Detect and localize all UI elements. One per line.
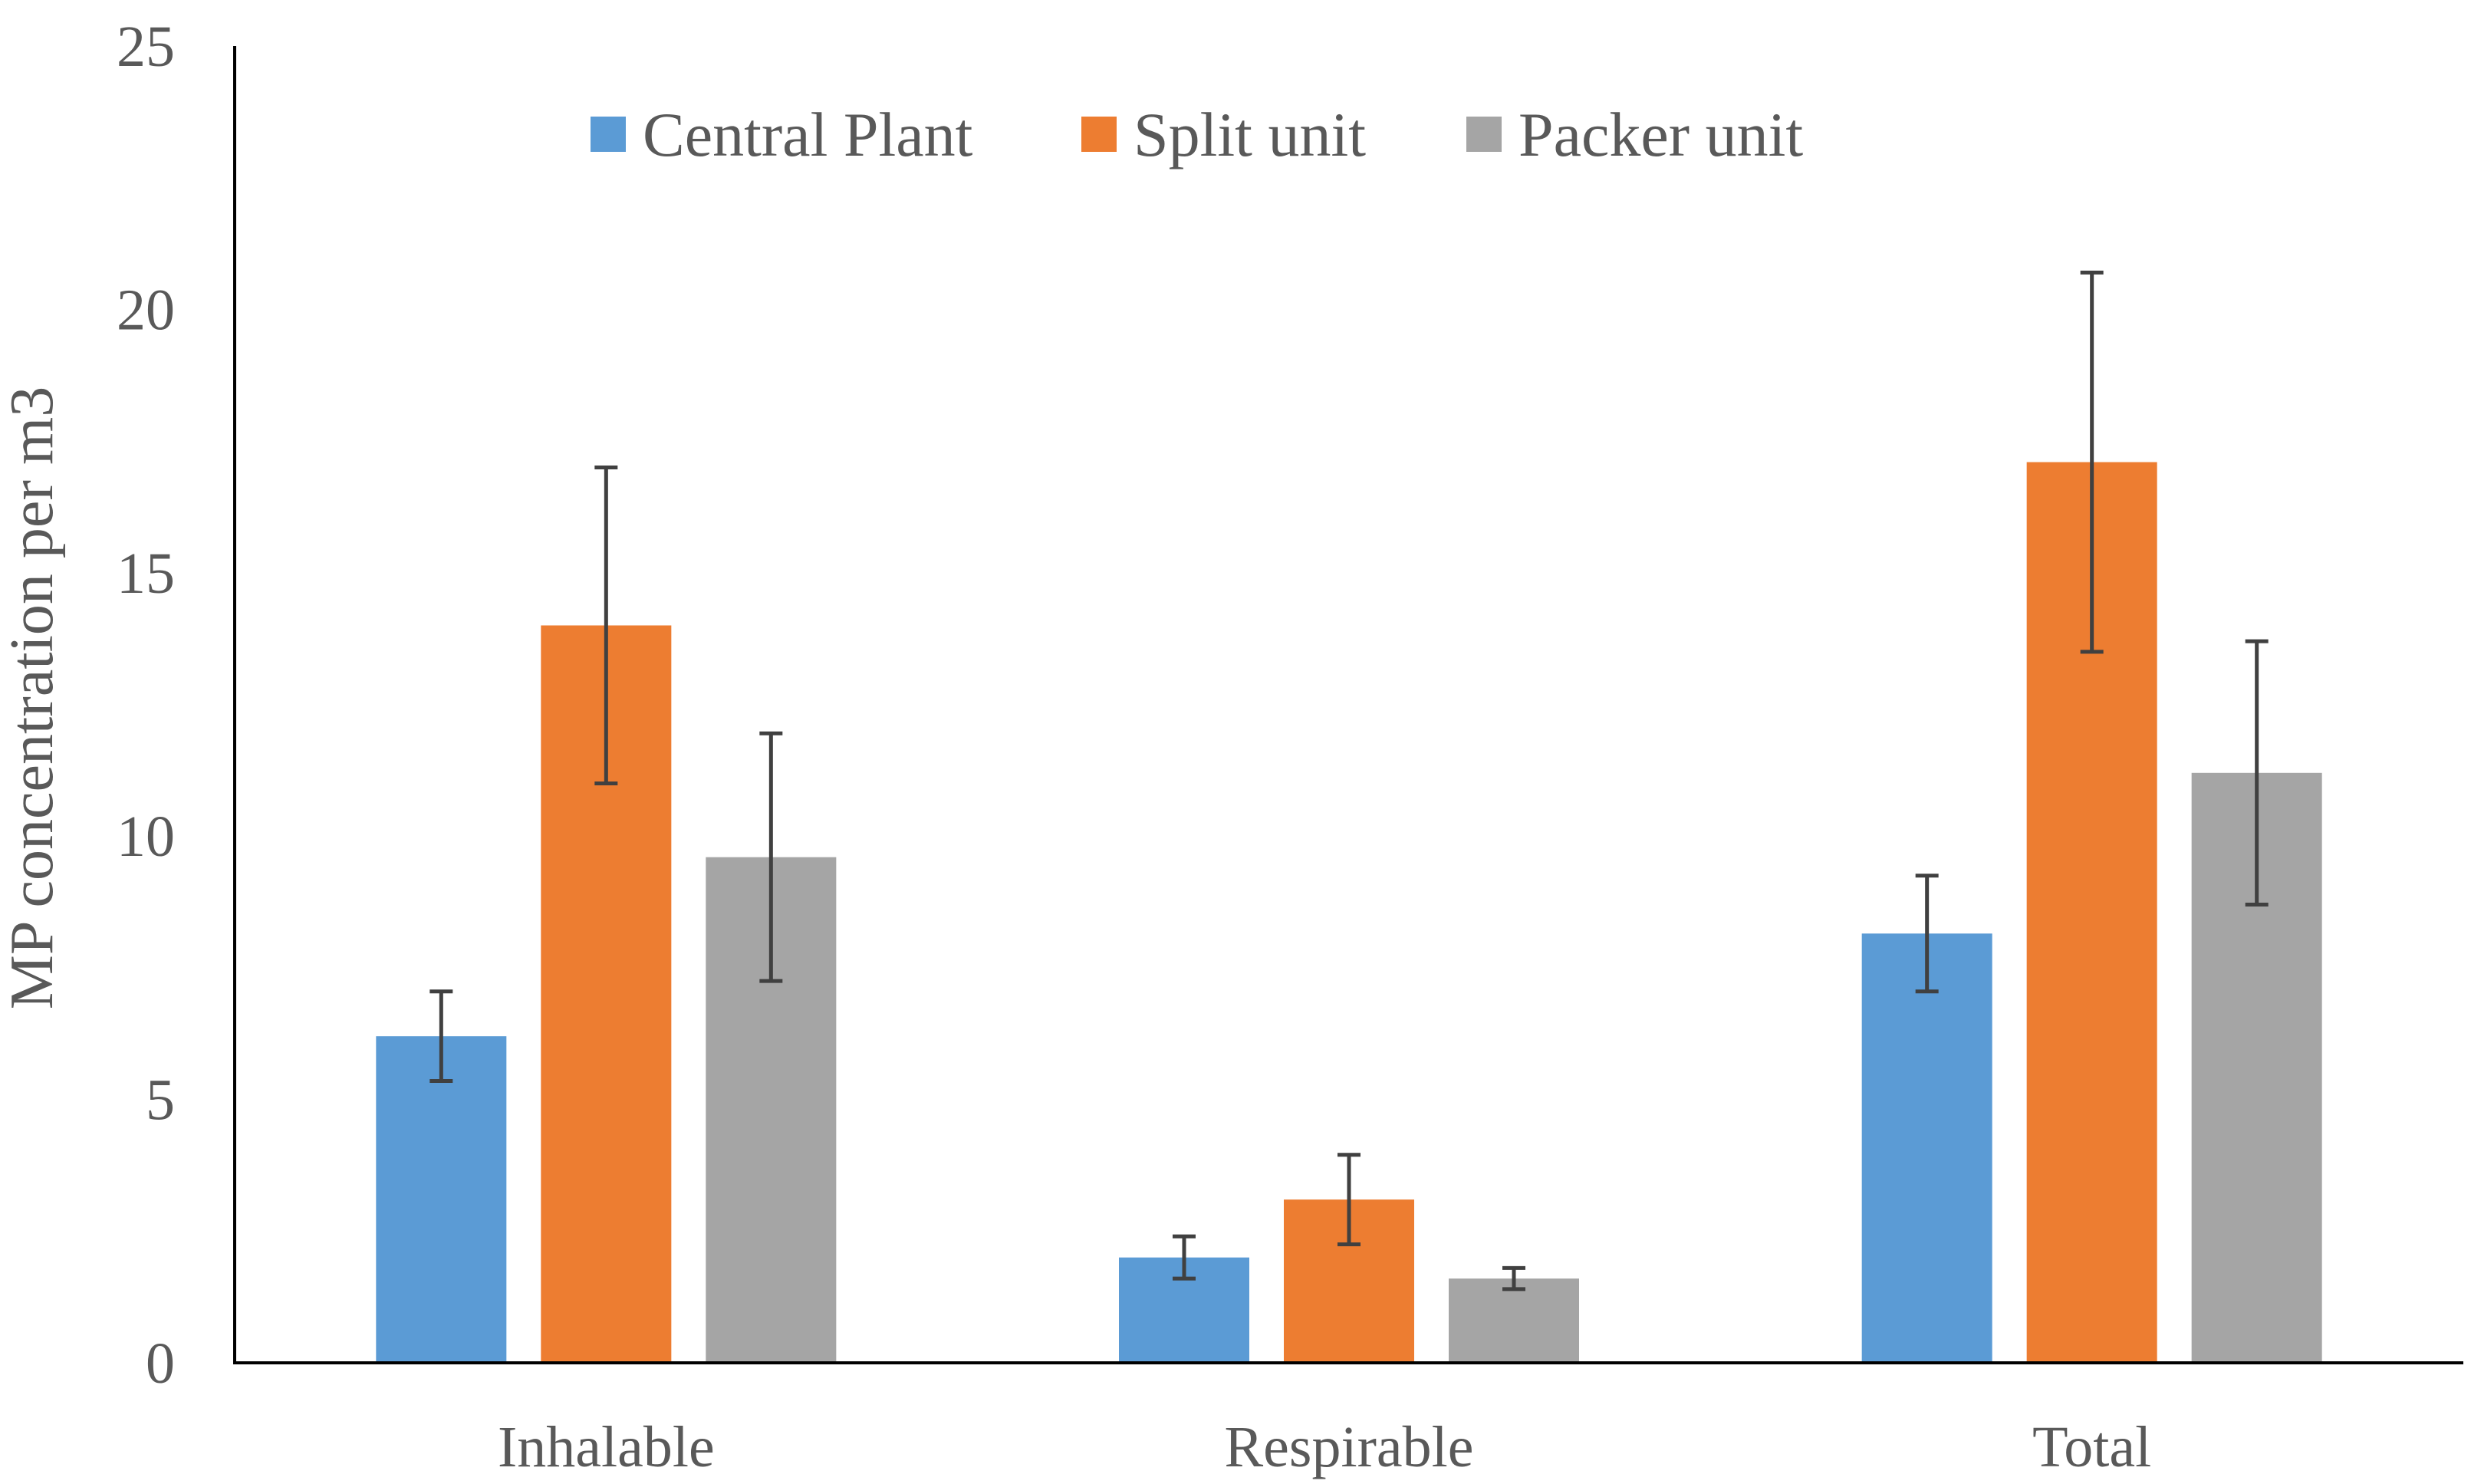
- y-tick-label-10: 10: [117, 805, 175, 869]
- legend: Central Plant Split unit Packer unit: [591, 100, 1803, 169]
- error-bar-respirable-packer-unit: [1502, 1265, 1525, 1292]
- x-category-label-total: Total: [2032, 1415, 2151, 1479]
- bar-respirable-packer-unit: [1449, 1278, 1579, 1363]
- error-bars: [429, 270, 2269, 1292]
- x-category-label-inhalable: Inhalable: [498, 1415, 715, 1479]
- legend-swatch: [1466, 117, 1502, 152]
- legend-label: Split unit: [1134, 100, 1366, 169]
- error-bar-respirable-split-unit: [1337, 1153, 1361, 1246]
- legend-item-central-plant: Central Plant: [591, 100, 973, 169]
- y-tick-label-15: 15: [117, 541, 175, 606]
- y-axis-ticks: 0 5 10 15 20 25: [117, 15, 175, 1396]
- error-bar-inhalable-packer-unit: [759, 731, 783, 983]
- error-bar-inhalable-central-plant: [429, 989, 453, 1084]
- y-tick-label-0: 0: [146, 1331, 175, 1396]
- bar-inhalable-central-plant: [376, 1036, 507, 1363]
- error-bar-inhalable-split-unit: [594, 465, 618, 786]
- error-bar-total-central-plant: [1915, 874, 1939, 994]
- bar-total-central-plant: [1861, 933, 1992, 1363]
- error-bar-respirable-central-plant: [1173, 1234, 1196, 1281]
- error-bar-total-split-unit: [2080, 270, 2104, 654]
- x-category-label-respirable: Respirable: [1224, 1415, 1473, 1479]
- legend-item-split-unit: Split unit: [1081, 100, 1366, 169]
- legend-label: Packer unit: [1518, 100, 1803, 169]
- x-axis-category-labels: Inhalable Respirable Total: [498, 1415, 2151, 1479]
- y-tick-label-25: 25: [117, 15, 175, 79]
- legend-swatch: [1081, 117, 1117, 152]
- bar-series: [376, 462, 2322, 1363]
- legend-label: Central Plant: [643, 100, 973, 169]
- legend-item-packer-unit: Packer unit: [1466, 100, 1803, 169]
- legend-swatch: [591, 117, 626, 152]
- y-axis-title: MP concentration per m3: [0, 387, 66, 1009]
- y-tick-label-20: 20: [117, 278, 175, 342]
- y-tick-label-5: 5: [146, 1068, 175, 1133]
- error-bar-total-packer-unit: [2245, 639, 2269, 907]
